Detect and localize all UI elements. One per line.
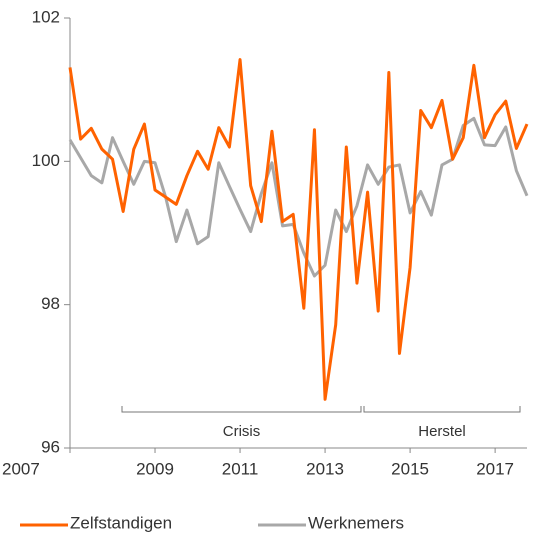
x-tick-label: 2011 xyxy=(222,459,259,478)
x-tick-label: 2017 xyxy=(476,459,514,478)
x-tick-label: 2009 xyxy=(136,459,174,478)
x-tick-label: 2013 xyxy=(306,459,344,478)
y-tick-label: 98 xyxy=(41,294,60,313)
series-line xyxy=(68,58,529,401)
annotation-bracket xyxy=(363,406,521,413)
legend-label: Werknemers xyxy=(308,513,404,532)
annotation-bracket xyxy=(121,406,362,413)
series-line xyxy=(68,116,529,278)
annotation: Herstel xyxy=(418,423,466,440)
y-tick-label: 102 xyxy=(32,7,60,26)
legend-label: Zelfstandigen xyxy=(70,513,172,532)
y-tick-label: 100 xyxy=(32,151,60,170)
x-tick-label: 2007 xyxy=(2,459,40,478)
y-tick-label: 96 xyxy=(41,437,60,456)
annotation: Crisis xyxy=(223,423,261,440)
x-tick-label: 2015 xyxy=(391,459,429,478)
